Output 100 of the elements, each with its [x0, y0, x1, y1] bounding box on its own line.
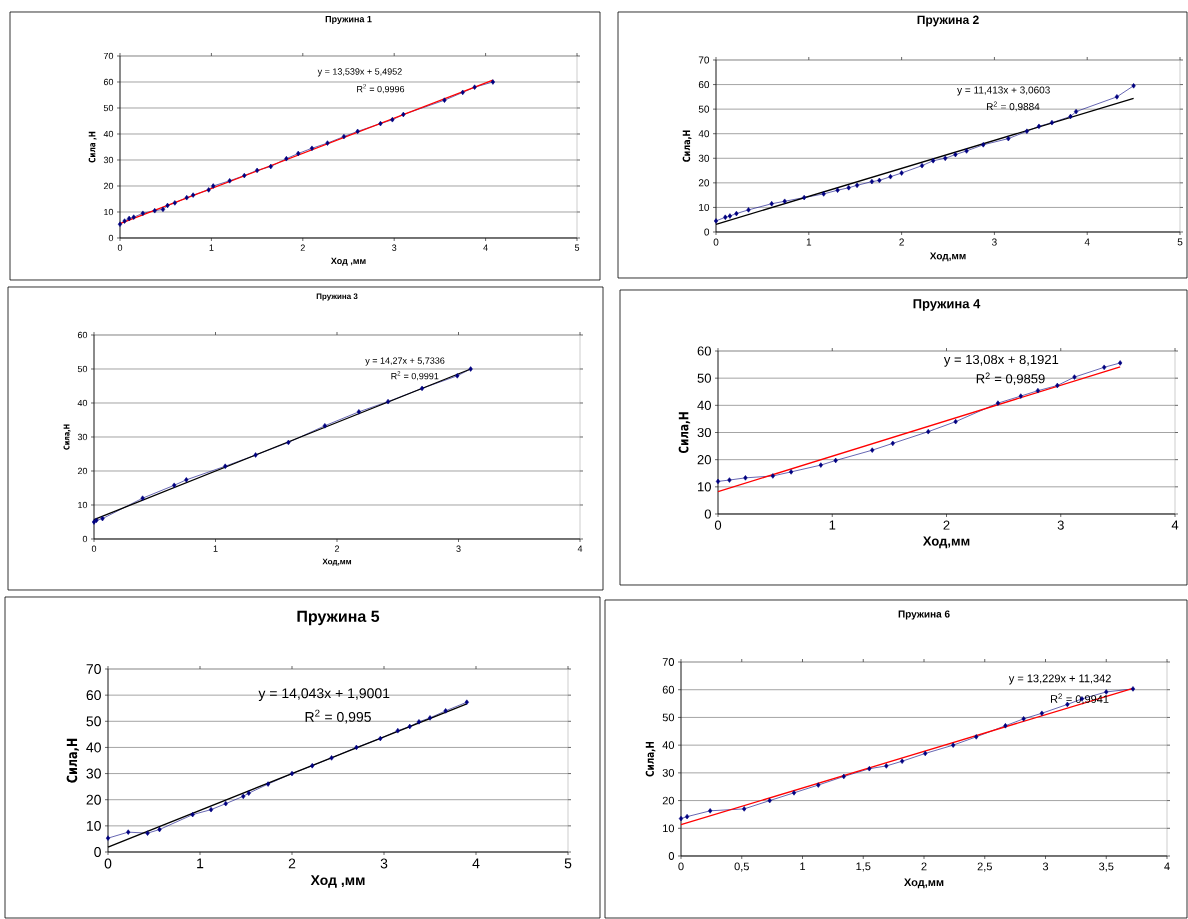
- point: [127, 215, 132, 222]
- x-tick-label: 1: [829, 520, 836, 530]
- x-tick-label: 4: [483, 244, 488, 251]
- point: [1035, 387, 1041, 394]
- point: [870, 447, 875, 453]
- point: [145, 830, 150, 836]
- annotation: y = 13,539x + 5,4952: [317, 68, 402, 77]
- point: [468, 366, 473, 372]
- point: [322, 423, 327, 429]
- point: [1039, 710, 1044, 716]
- y-tick-label: 10: [86, 820, 101, 831]
- y-tick-label: 20: [77, 467, 88, 475]
- y-axis-title: Сила ,Н: [88, 131, 97, 163]
- x-tick-label: 3: [380, 858, 388, 869]
- point: [964, 148, 969, 154]
- y-tick-label: 30: [103, 156, 114, 164]
- point: [1118, 360, 1123, 366]
- point: [1006, 135, 1011, 142]
- annotation: y = 13,08x + 8,1921: [943, 354, 1059, 367]
- point: [995, 400, 1001, 406]
- y-tick-label: 60: [103, 78, 114, 86]
- annotation: y = 14,043x + 1,9001: [258, 688, 390, 701]
- point: [191, 192, 196, 198]
- point: [355, 128, 360, 135]
- annotation: R$^{2}$ = 0,9996: [357, 84, 405, 94]
- point: [1018, 393, 1023, 399]
- point: [94, 517, 99, 523]
- point: [356, 409, 361, 415]
- chart-title: Пружина 5: [297, 610, 380, 626]
- y-axis-title: Сила,Н: [66, 738, 80, 783]
- x-tick-label: 4: [472, 858, 480, 869]
- point: [385, 398, 391, 405]
- point: [208, 806, 214, 813]
- y-tick-label: 30: [698, 154, 710, 162]
- point: [818, 462, 823, 468]
- point: [846, 185, 851, 191]
- point: [184, 195, 189, 201]
- point: [472, 84, 477, 90]
- x-tick-label: 5: [564, 858, 572, 869]
- point: [951, 742, 956, 748]
- point: [769, 201, 774, 207]
- x-tick-label: 3: [1042, 862, 1049, 871]
- y-tick-label: 60: [698, 81, 710, 89]
- x-axis-title: Ход,мм: [904, 878, 944, 889]
- x-tick-label: 2: [899, 238, 904, 246]
- point: [160, 206, 166, 213]
- point: [1072, 374, 1077, 380]
- annotation: R$^{2}$ = 0,995: [305, 709, 371, 724]
- point: [684, 813, 690, 820]
- x-tick-label: 1: [213, 545, 218, 552]
- point: [816, 782, 821, 788]
- point: [419, 385, 425, 392]
- point: [284, 155, 289, 162]
- y-tick-label: 50: [86, 716, 101, 727]
- point: [890, 440, 895, 447]
- x-tick-label: 4: [1164, 862, 1170, 871]
- point: [782, 198, 787, 204]
- x-tick-label: 1: [197, 858, 204, 869]
- point: [296, 150, 301, 157]
- x-tick-label: 0: [713, 238, 719, 246]
- point: [974, 734, 979, 740]
- point: [206, 187, 211, 193]
- point: [401, 111, 406, 118]
- point: [378, 735, 383, 742]
- point: [1131, 83, 1136, 89]
- point: [416, 719, 422, 725]
- point: [1049, 119, 1055, 126]
- point: [265, 781, 271, 787]
- y-tick-label: 30: [662, 768, 675, 777]
- y-tick-label: 50: [662, 713, 675, 722]
- point: [869, 178, 875, 185]
- y-axis-title: Сила,Н: [63, 424, 71, 450]
- x-tick-label: 1: [806, 238, 812, 246]
- point: [122, 218, 127, 224]
- x-tick-label: 3: [1057, 520, 1064, 530]
- y-tick-label: 60: [77, 331, 88, 339]
- point: [464, 699, 469, 705]
- annotation: R$^{2}$ = 0,9991: [391, 371, 439, 381]
- point: [1065, 701, 1070, 708]
- point: [867, 766, 872, 772]
- point: [223, 463, 228, 469]
- y-tick-label: 0: [704, 509, 711, 519]
- y-tick-label: 0: [668, 852, 675, 860]
- x-axis-title: Ход ,мм: [330, 257, 366, 266]
- y-tick-label: 60: [662, 685, 675, 694]
- point: [100, 515, 105, 522]
- x-tick-label: 4: [1084, 238, 1090, 246]
- chart-title: Пружина 2: [917, 15, 979, 27]
- y-tick-label: 20: [698, 179, 710, 187]
- point: [791, 790, 797, 796]
- x-tick-label: 0,5: [734, 862, 749, 872]
- y-tick-label: 40: [77, 399, 88, 407]
- point: [105, 835, 111, 841]
- point: [268, 163, 273, 170]
- point: [770, 473, 775, 479]
- point: [117, 221, 123, 227]
- point: [460, 89, 465, 96]
- point: [742, 806, 747, 812]
- x-tick-label: 2,5: [977, 862, 992, 872]
- point: [1068, 113, 1073, 120]
